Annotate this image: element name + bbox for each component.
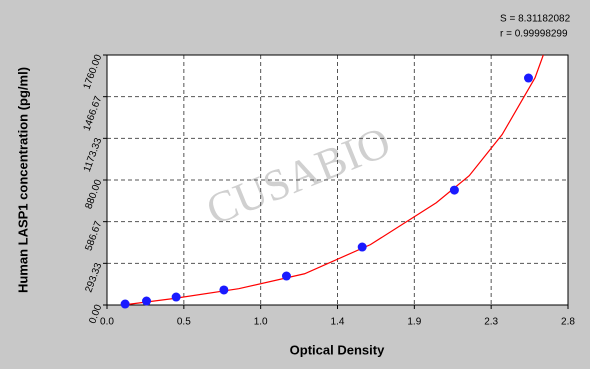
data-point xyxy=(281,271,291,281)
x-tick-label: 1.4 xyxy=(331,317,345,328)
plot-border xyxy=(106,54,569,306)
x-tick-label: 1.9 xyxy=(407,317,421,328)
y-axis-label: Human LASP1 concentration (pg/ml) xyxy=(15,67,30,293)
x-tick-label: 1.0 xyxy=(254,317,268,328)
data-point xyxy=(449,185,459,195)
x-tick-label: 0.0 xyxy=(100,317,114,328)
data-point xyxy=(357,242,367,252)
x-tick-label: 2.8 xyxy=(561,317,575,328)
data-point xyxy=(219,285,229,295)
x-axis-label: Optical Density xyxy=(290,342,385,357)
annotation: r = 0.99998299 xyxy=(500,29,568,40)
plot-area xyxy=(107,55,568,305)
annotation: S = 8.31182082 xyxy=(500,14,571,25)
data-point xyxy=(523,73,533,83)
x-tick-label: 0.5 xyxy=(177,317,191,328)
data-point xyxy=(142,296,152,306)
x-tick-label: 2.3 xyxy=(484,317,498,328)
data-point xyxy=(171,292,181,302)
data-point xyxy=(120,299,130,309)
fit-curve xyxy=(123,54,544,306)
